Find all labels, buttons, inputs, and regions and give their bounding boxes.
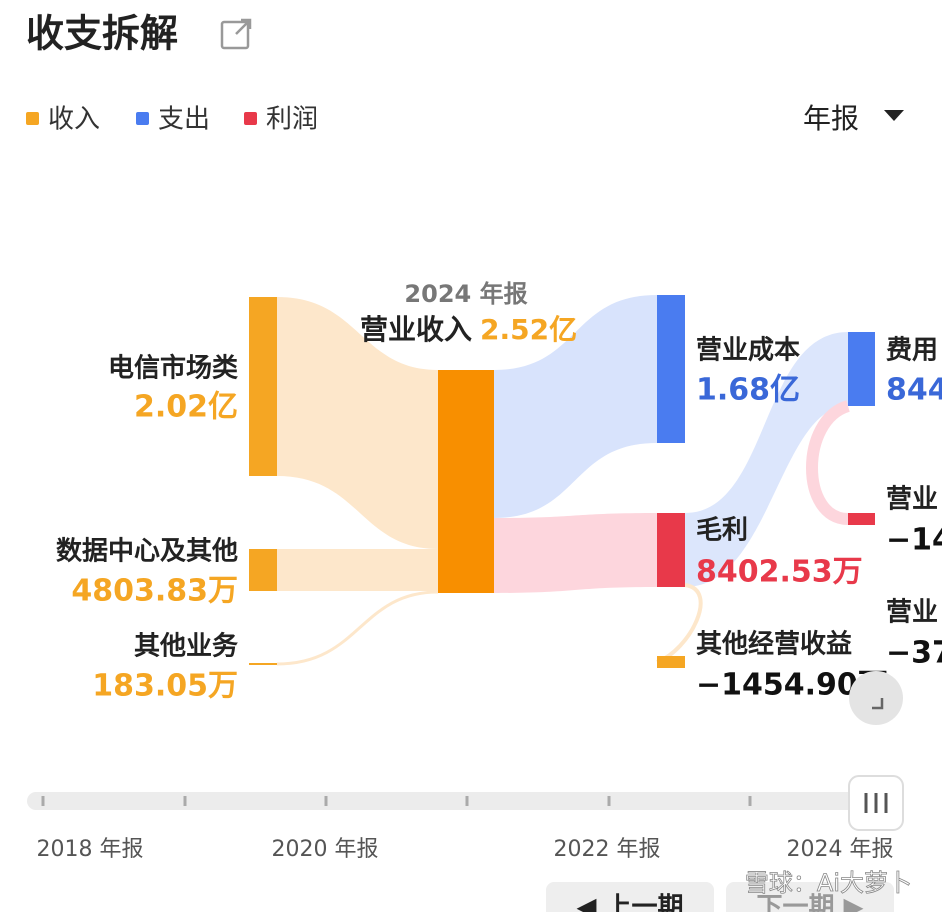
title: 收支拆解	[26, 12, 178, 56]
node-label: 其他业务	[134, 632, 238, 662]
legend-swatch	[26, 112, 39, 125]
center-period: 2024 年报	[404, 280, 527, 308]
node-value: 4803.83万	[71, 574, 238, 609]
legend-label: 收入	[48, 105, 100, 135]
node-value: −37	[886, 636, 942, 671]
node-label: 其他经营收益	[696, 629, 852, 660]
legend-label: 利润	[266, 105, 318, 135]
expand-button[interactable]	[849, 671, 903, 725]
node-value: 1.68亿	[696, 373, 800, 408]
center-label: 营业收入	[360, 313, 472, 346]
node-label: 数据中心及其他	[56, 537, 238, 567]
node-value: 844	[886, 373, 942, 408]
node-label: 毛利	[696, 516, 748, 546]
node[interactable]	[249, 549, 277, 591]
next-button-label[interactable]: 下一期 ▶	[756, 893, 863, 912]
node-value: 2.02亿	[134, 390, 238, 425]
prev-button-label[interactable]: ◀ 上一期	[576, 893, 683, 912]
legend-swatch	[244, 112, 257, 125]
dropdown-arrow[interactable]	[884, 110, 904, 121]
prev-button[interactable]	[546, 882, 714, 912]
timeline-track[interactable]	[27, 792, 897, 810]
node-label: 营业	[886, 598, 938, 628]
timeline-ticks	[41, 796, 752, 806]
next-button[interactable]	[726, 882, 894, 912]
node-value: 183.05万	[92, 669, 238, 704]
center-value: 2.52亿	[480, 313, 577, 346]
node-label: 电信市场类	[108, 353, 238, 384]
node-label: 费用	[886, 336, 938, 366]
node[interactable]	[657, 513, 685, 587]
timeline-label: 2018 年报	[37, 837, 144, 862]
legend-swatch	[136, 112, 149, 125]
flows	[276, 295, 851, 666]
node-value: −14	[886, 523, 942, 558]
node[interactable]	[438, 370, 494, 593]
timeline-handle[interactable]	[848, 775, 904, 831]
timeline-label: 2024 年报	[787, 837, 894, 862]
node[interactable]	[249, 663, 277, 665]
legend-label: 支出	[158, 105, 210, 135]
node-label: 营业成本	[696, 336, 800, 366]
node[interactable]	[848, 332, 875, 406]
timeline-label: 2020 年报	[272, 837, 379, 862]
node-value: 8402.53万	[696, 555, 863, 590]
watermark: 雪球：Ai大萝卜	[745, 869, 912, 897]
share-icon[interactable]	[220, 18, 252, 50]
node[interactable]	[848, 513, 875, 525]
node-label: 营业	[886, 485, 938, 515]
node[interactable]	[657, 656, 685, 668]
period-selector[interactable]: 年报	[803, 102, 859, 135]
timeline-label: 2022 年报	[554, 837, 661, 862]
node[interactable]	[657, 295, 685, 443]
node[interactable]	[249, 297, 277, 476]
